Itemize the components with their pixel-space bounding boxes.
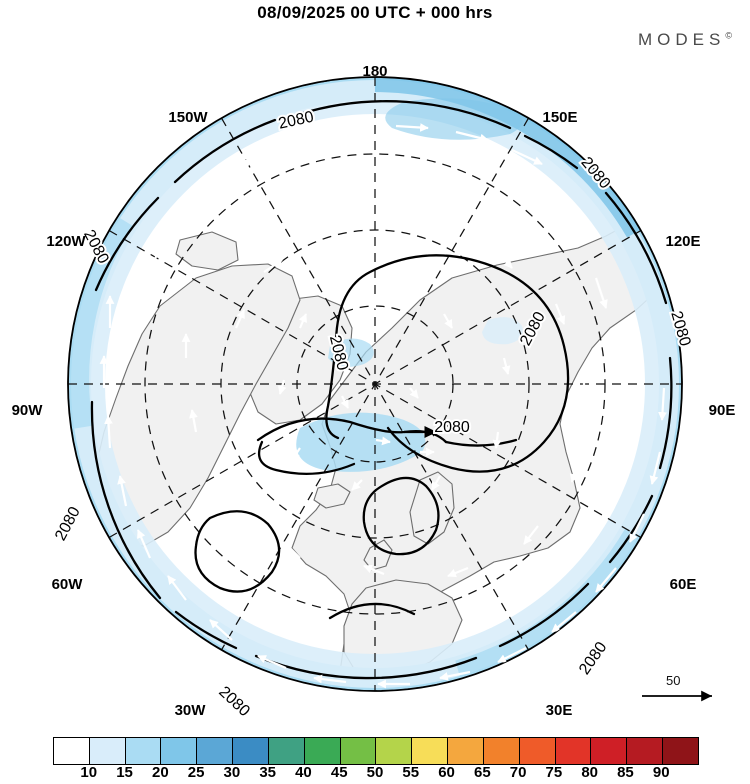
colorbar-tick: 35 — [259, 764, 276, 781]
contour-label: 2080 — [215, 683, 253, 718]
colorbar-tick: 65 — [473, 764, 491, 781]
colorbar-tick: 85 — [617, 764, 634, 781]
colorbar-tick: 50 — [366, 764, 384, 781]
colorbar-tick: 45 — [330, 764, 348, 781]
longitude-label-30w: 30W — [174, 702, 206, 719]
reference-vector: 50 — [640, 673, 730, 710]
colorbar-swatch — [268, 738, 305, 764]
globe-outline — [67, 76, 683, 692]
longitude-label-120e: 120E — [665, 233, 701, 250]
colorbar-tick: 55 — [402, 764, 420, 781]
colorbar-swatch — [197, 738, 234, 764]
reference-vector-label: 50 — [666, 673, 681, 688]
colorbar-tick: 75 — [545, 764, 563, 781]
longitude-label-90w: 90W — [11, 402, 43, 419]
colorbar-tick: 90 — [652, 764, 670, 781]
contour-label: 2080 — [576, 639, 610, 678]
colorbar-tick: 25 — [187, 764, 205, 781]
colorbar-swatch — [519, 738, 556, 764]
longitude-label-120w: 120W — [46, 233, 86, 250]
colorbar-swatch — [54, 738, 90, 764]
colorbar-swatch — [89, 738, 126, 764]
colorbar-swatch — [483, 738, 520, 764]
longitude-gridlines — [68, 77, 682, 691]
colorbar-swatch — [412, 738, 449, 764]
colorbar-swatch — [233, 738, 269, 764]
reference-vector-arrow — [642, 690, 712, 702]
colorbar-tick: 30 — [223, 764, 241, 781]
colorbar-tick: 15 — [116, 764, 133, 781]
colorbar-swatch — [125, 738, 162, 764]
colorbar-swatch — [627, 738, 664, 764]
polar-stereographic-map: 2080 2080 2080 2080 2080 2080 2080 2080 2080 2080… — [0, 28, 750, 763]
colorbar-tick: 80 — [581, 764, 598, 781]
shading-patch — [482, 317, 523, 345]
colorbar-swatch — [663, 738, 698, 764]
colorbar-tick: 10 — [80, 764, 98, 781]
longitude-label-60e: 60E — [669, 576, 697, 593]
modes-logo: MODES© — [638, 30, 732, 50]
colorbar — [53, 737, 699, 765]
page-title: 08/09/2025 00 UTC + 000 hrs — [257, 3, 493, 22]
longitude-label-60w: 60W — [51, 576, 83, 593]
colorbar-swatch — [591, 738, 628, 764]
shading-patch — [328, 338, 374, 367]
contour-label: 2080 — [52, 504, 84, 543]
colorbar-tick-labels: 10 15 20 25 30 35 40 45 50 55 60 65 70 75 80 85 90 — [53, 764, 699, 784]
longitude-label-150w: 150W — [168, 109, 208, 126]
copyright-icon: © — [725, 30, 732, 41]
colorbar-swatch — [304, 738, 341, 764]
contour-label: 2080 — [434, 419, 470, 436]
colorbar-swatch — [161, 738, 198, 764]
wind-vectors — [99, 123, 667, 689]
brand-text: MODES — [638, 30, 726, 49]
colorbar-swatch — [448, 738, 484, 764]
longitude-label-90e: 90E — [708, 402, 736, 419]
colorbar-swatch — [555, 738, 592, 764]
longitude-label-30e: 30E — [545, 702, 573, 719]
colorbar-tick: 70 — [509, 764, 527, 781]
colorbar-tick: 60 — [438, 764, 455, 781]
colorbar-swatch — [340, 738, 377, 764]
colorbar-tick: 40 — [295, 764, 312, 781]
shading-patch — [385, 98, 523, 140]
colorbar-tick: 20 — [151, 764, 169, 781]
longitude-label-150e: 150E — [542, 109, 578, 126]
colorbar-swatch — [376, 738, 413, 764]
longitude-label-180: 180 — [362, 63, 388, 80]
